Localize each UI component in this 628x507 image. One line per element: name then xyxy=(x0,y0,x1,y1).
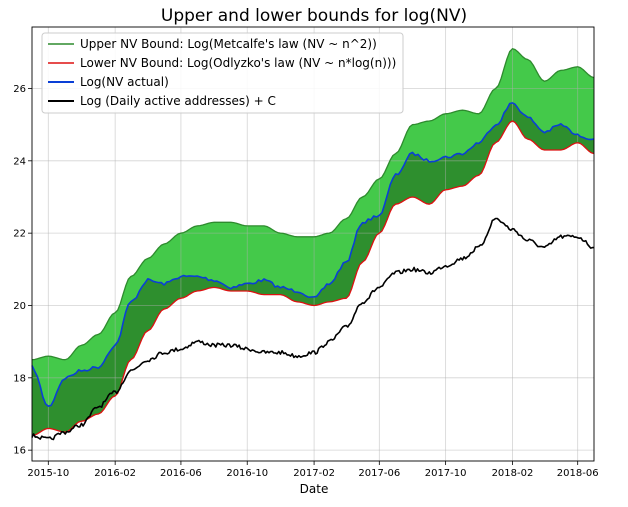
y-tick-label: 22 xyxy=(13,229,26,240)
upper-bound-line xyxy=(31,48,595,361)
y-tick-label: 16 xyxy=(13,446,26,457)
y-tick-label: 20 xyxy=(13,301,26,312)
axes: 2015-10 2016-02 2016-06 2016-10 2017-02 2017-… xyxy=(13,26,599,479)
x-tick-label: 2016-06 xyxy=(160,468,202,479)
y-tick-label: 26 xyxy=(13,84,26,95)
x-tick-label: 2016-10 xyxy=(226,468,268,479)
legend-label: Upper NV Bound: Log(Metcalfe's law (NV ~… xyxy=(80,37,377,51)
lower-bound-line xyxy=(31,120,595,437)
x-tick-label: 2016-02 xyxy=(94,468,136,479)
legend-box xyxy=(41,32,404,114)
plot-frame xyxy=(31,26,595,462)
y-tick-label: 18 xyxy=(13,373,26,384)
daily-active-addresses-line xyxy=(31,217,594,441)
x-tick-label: 2017-06 xyxy=(358,468,400,479)
actual-lower-fill xyxy=(32,102,594,436)
y-tick-label: 24 xyxy=(13,156,26,167)
chart-title: Upper and lower bounds for log(NV) xyxy=(161,6,467,26)
x-tick-label: 2018-02 xyxy=(492,468,534,479)
legend-label: Lower NV Bound: Log(Odlyzko's law (NV ~ … xyxy=(80,56,396,70)
legend-label: Log (Daily active addresses) + C xyxy=(80,94,276,108)
x-tick-label: 2015-10 xyxy=(27,468,69,479)
x-tick-label: 2018-06 xyxy=(557,468,599,479)
legend-label: Log(NV actual) xyxy=(80,75,169,89)
x-tick-label: 2017-10 xyxy=(425,468,467,479)
x-tick-label: 2017-02 xyxy=(293,468,335,479)
x-axis-title: Date xyxy=(300,482,329,496)
upper-lower-fill xyxy=(32,48,594,436)
actual-nv-line xyxy=(31,102,595,408)
legend: Upper NV Bound: Log(Metcalfe's law (NV ~… xyxy=(41,32,404,114)
